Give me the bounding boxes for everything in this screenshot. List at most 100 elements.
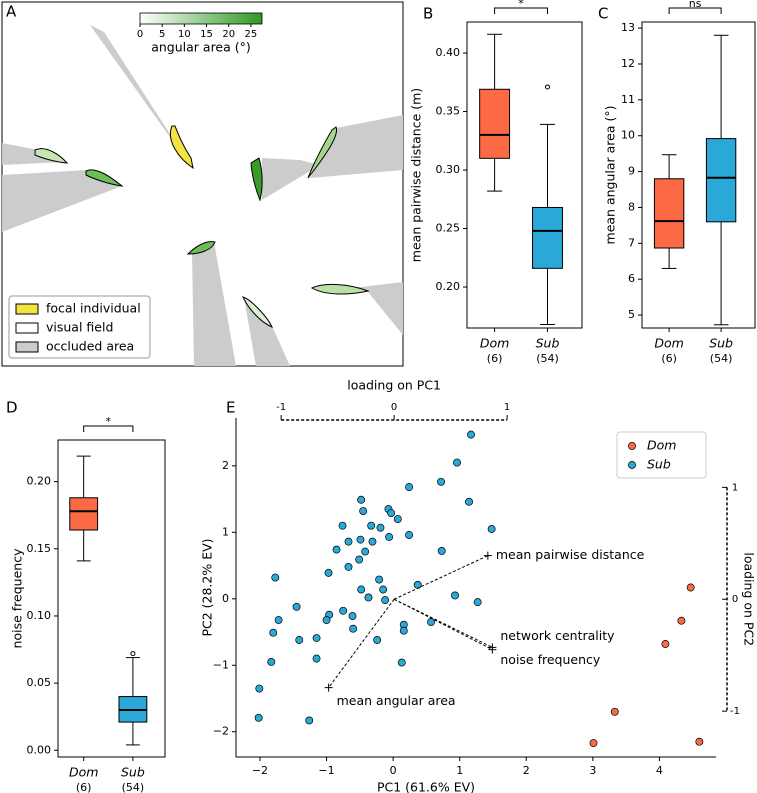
y-axis-label: PC2 (28.2% EV) (200, 538, 215, 636)
point (355, 555, 364, 564)
colorbar-label: angular area (°) (151, 40, 251, 55)
panel-letter: A (6, 3, 17, 21)
x-tick-label: 3 (589, 764, 596, 777)
occluded-area (2, 170, 122, 232)
point (312, 634, 321, 642)
y-tick-label: −2 (213, 725, 229, 738)
point (295, 636, 304, 644)
y-tick-label: 0.25 (436, 222, 461, 235)
vector-label: noise frequency (500, 652, 601, 667)
vector-label: mean pairwise distance (496, 547, 645, 562)
point (364, 593, 373, 602)
occluded-area (192, 242, 236, 366)
panel-letter: C (598, 5, 608, 23)
point (465, 497, 473, 506)
point (381, 596, 390, 605)
point (437, 477, 445, 486)
point (356, 535, 365, 544)
point (332, 545, 341, 554)
box (479, 88, 511, 159)
vector-end (483, 551, 492, 560)
x-tick-label: Dom (654, 336, 683, 351)
colorbar-tick-label: 20 (222, 29, 235, 40)
x-tick-label: Dom (480, 336, 509, 351)
legend-label: focal individual (46, 301, 141, 316)
y-tick-label: 0.20 (436, 280, 461, 293)
point (661, 640, 670, 648)
sample-size: (6) (661, 352, 677, 365)
fish (242, 296, 273, 328)
colorbar-tick-label: 25 (245, 29, 258, 40)
y-tick-label: 0.20 (27, 475, 52, 488)
point (357, 495, 366, 504)
point (267, 657, 276, 666)
x-tick-label: Dom (69, 765, 98, 780)
y-tick-label: 0.15 (27, 542, 52, 555)
box (532, 206, 563, 269)
point (467, 430, 475, 439)
sample-size: (54) (710, 352, 733, 365)
x-tick-label: 4 (656, 764, 663, 777)
point (695, 737, 704, 746)
point (255, 684, 264, 693)
significance-label: * (106, 415, 112, 428)
sample-size: (54) (122, 781, 145, 793)
plots: B 0.20 0.25 0.30 0.35 0.40 mean pairwise dista… (6, 0, 757, 793)
occluded-area (90, 25, 192, 168)
point (397, 658, 406, 667)
sample-size: (54) (536, 352, 559, 365)
y-tick-label: 2 (222, 459, 229, 472)
sample-size: (6) (487, 352, 503, 365)
point (453, 458, 461, 467)
legend-swatch (15, 341, 39, 353)
legend-label: occluded area (46, 339, 134, 354)
vector-label: mean angular area (337, 693, 456, 708)
point (413, 580, 422, 589)
outlier (545, 84, 550, 90)
x-tick-label: 1 (456, 764, 463, 777)
axes-frame (466, 21, 583, 329)
point (437, 546, 446, 555)
fish (250, 157, 263, 202)
significance-label: ns (689, 0, 702, 10)
loading-tick-label: -1 (276, 402, 286, 413)
legend-marker (628, 461, 636, 469)
colorbar-tick-label: 15 (200, 29, 213, 40)
point (473, 598, 482, 607)
fish (34, 125, 370, 328)
y-tick-label: 0.40 (436, 46, 461, 59)
vector-end (488, 645, 497, 654)
point (361, 547, 370, 556)
y-tick-label: 6 (628, 272, 635, 285)
point (312, 654, 321, 663)
x-tick-label: Sub (121, 765, 145, 780)
point (375, 575, 384, 584)
occluded-area (262, 158, 320, 200)
fish (310, 283, 370, 295)
y-tick-label: 0.30 (436, 163, 461, 176)
y-tick-label: 8 (628, 200, 635, 213)
significance-bracket (668, 7, 722, 14)
y-tick-label: 9 (628, 165, 635, 178)
point (405, 483, 414, 492)
point (324, 568, 333, 577)
point (387, 509, 396, 518)
y-tick-label: −1 (213, 658, 229, 671)
point (269, 628, 278, 637)
outlier (130, 651, 136, 657)
y-axis-label: noise frequency (10, 548, 25, 649)
point (292, 602, 301, 611)
point (359, 507, 368, 516)
vector-end (324, 683, 333, 692)
y-tick-label: 10 (621, 129, 635, 142)
legend-swatch (15, 322, 39, 334)
y-tick-label: 1 (222, 525, 229, 538)
x-tick-label: Sub (709, 336, 733, 351)
colorbar-tick-label: 0 (137, 29, 143, 40)
legend-box (8, 295, 151, 359)
box (653, 178, 685, 249)
loading-vector (393, 555, 489, 600)
point (373, 636, 382, 644)
